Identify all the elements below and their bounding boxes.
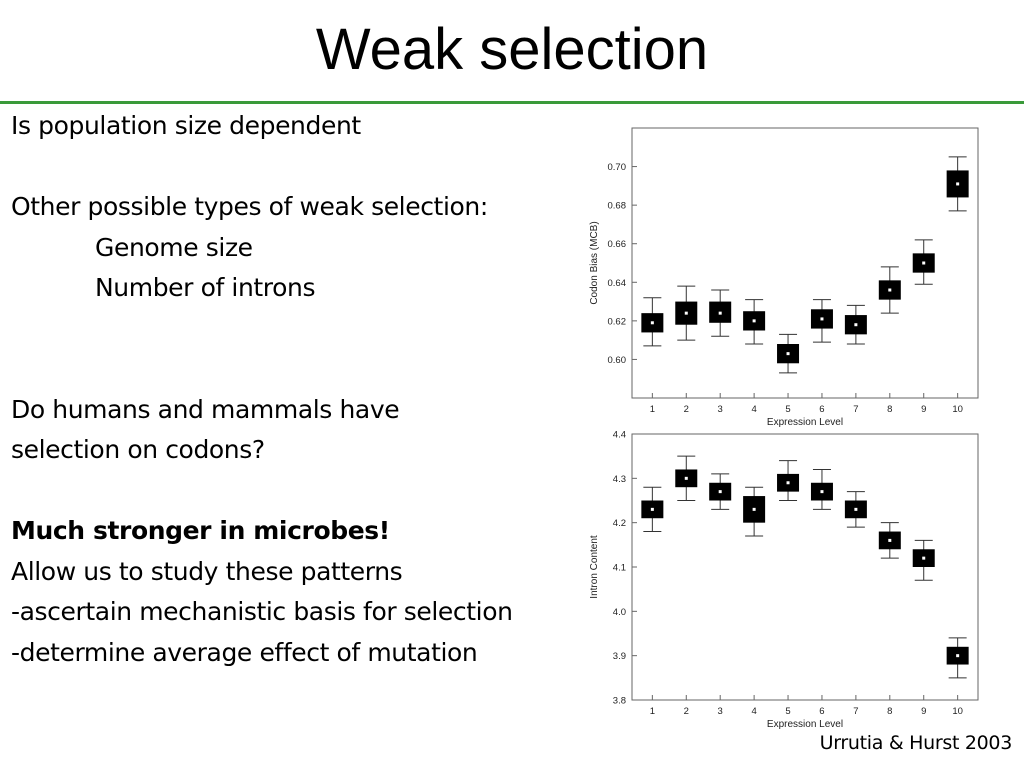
x-tick-label: 6 bbox=[819, 706, 824, 717]
y-tick-label: 4.3 bbox=[613, 474, 626, 485]
spacer bbox=[11, 309, 591, 350]
mean-marker bbox=[752, 507, 756, 511]
body-line-study: Allow us to study these patterns bbox=[11, 556, 403, 586]
body-line-mechanistic: -ascertain mechanistic basis for selecti… bbox=[11, 597, 513, 626]
x-axis-label: Expression Level bbox=[767, 417, 843, 428]
x-tick-label: 3 bbox=[718, 706, 723, 717]
mean-marker bbox=[922, 556, 926, 560]
x-axis-label: Expression Level bbox=[767, 719, 843, 730]
x-tick-label: 9 bbox=[921, 404, 926, 415]
y-tick-label: 0.70 bbox=[608, 162, 627, 173]
data-point-6 bbox=[810, 299, 833, 343]
x-tick-label: 8 bbox=[887, 404, 892, 415]
mean-marker bbox=[922, 261, 926, 265]
mean-marker bbox=[752, 319, 756, 323]
slide-title: Weak selection bbox=[315, 17, 709, 82]
charts-panel: 0.60 0.62 0.64 0.66 0.68 0.70 1 2 3 4 5 6 7 8 9 10 Expre… bbox=[580, 120, 1000, 740]
mean-marker bbox=[718, 311, 722, 315]
x-tick-label: 6 bbox=[819, 404, 824, 415]
y-tick-label: 4.4 bbox=[613, 430, 626, 441]
y-tick-label: 3.8 bbox=[613, 696, 626, 707]
x-tick-label: 5 bbox=[785, 404, 790, 415]
x-tick-label: 2 bbox=[684, 706, 689, 717]
x-tick-label: 1 bbox=[650, 404, 655, 415]
mean-marker bbox=[956, 654, 960, 658]
mean-marker bbox=[684, 476, 688, 480]
x-tick-label: 10 bbox=[952, 404, 963, 415]
data-point-3 bbox=[709, 473, 732, 510]
data-point-1 bbox=[641, 486, 664, 533]
x-tick-label: 7 bbox=[853, 404, 858, 415]
mean-marker bbox=[820, 317, 824, 321]
data-point-4 bbox=[743, 299, 766, 345]
data-point-7 bbox=[844, 491, 867, 528]
mean-marker bbox=[650, 321, 654, 325]
x-tick-label: 8 bbox=[887, 706, 892, 717]
data-point-7 bbox=[844, 304, 867, 345]
data-point-5 bbox=[777, 460, 800, 501]
y-tick-label: 4.1 bbox=[613, 563, 626, 574]
data-point-10 bbox=[946, 156, 969, 212]
spacer bbox=[11, 147, 591, 188]
spacer bbox=[11, 349, 591, 390]
mean-marker bbox=[718, 490, 722, 494]
mean-marker bbox=[888, 538, 892, 542]
x-tick-label: 4 bbox=[751, 404, 756, 415]
body-line-emphasis: Much stronger in microbes! bbox=[11, 516, 390, 545]
body-line-other-types: Other possible types of weak selection: bbox=[11, 192, 488, 221]
x-tick-label: 5 bbox=[785, 706, 790, 717]
data-point-6 bbox=[810, 468, 833, 510]
body-line-mutation: -determine average effect of mutation bbox=[11, 637, 478, 667]
data-point-3 bbox=[709, 289, 732, 337]
data-point-4 bbox=[743, 486, 766, 537]
data-point-1 bbox=[641, 297, 664, 347]
x-tick-label: 3 bbox=[718, 404, 723, 415]
mean-marker bbox=[786, 481, 790, 485]
x-tick-label: 10 bbox=[952, 706, 963, 717]
y-tick-label: 4.0 bbox=[613, 607, 626, 618]
x-tick-label: 2 bbox=[684, 404, 689, 415]
mean-marker bbox=[888, 288, 892, 292]
intron-content-chart: 3.8 3.9 4.0 4.1 4.2 4.3 4.4 1 2 3 4 5 6 7 8 9 10 Expressi… bbox=[589, 430, 979, 730]
body-line-codons: selection on codons? bbox=[11, 435, 265, 464]
mean-marker bbox=[956, 182, 960, 186]
codon-bias-chart: 0.60 0.62 0.64 0.66 0.68 0.70 1 2 3 4 5 6 7 8 9 10 Expre… bbox=[589, 127, 979, 428]
body-line-humans: Do humans and mammals have bbox=[11, 394, 400, 424]
citation: Urrutia & Hurst 2003 bbox=[819, 732, 1013, 754]
y-axis-label: Codon Bias (MCB) bbox=[589, 221, 600, 304]
y-tick-label: 4.2 bbox=[613, 518, 626, 529]
mean-marker bbox=[786, 352, 790, 356]
y-tick-label: 0.62 bbox=[608, 316, 627, 327]
data-point-2 bbox=[675, 285, 698, 341]
x-tick-label: 7 bbox=[853, 706, 858, 717]
bullet-number-of-introns: Number of introns bbox=[95, 273, 316, 302]
data-point-9 bbox=[912, 239, 935, 285]
y-tick-label: 0.64 bbox=[608, 278, 627, 289]
y-tick-label: 0.66 bbox=[608, 239, 627, 250]
mean-marker bbox=[684, 311, 688, 315]
y-tick-label: 0.68 bbox=[608, 201, 627, 212]
mean-marker bbox=[854, 507, 858, 511]
y-axis-label: Intron Content bbox=[589, 535, 600, 599]
slide-body: Is population size dependent Other possi… bbox=[11, 106, 591, 673]
data-point-2 bbox=[675, 455, 698, 501]
y-tick-label: 3.9 bbox=[613, 651, 626, 662]
mean-marker bbox=[854, 323, 858, 327]
data-point-5 bbox=[777, 333, 800, 374]
spacer bbox=[11, 471, 591, 512]
title-divider bbox=[0, 101, 1024, 104]
x-tick-label: 9 bbox=[921, 706, 926, 717]
data-point-9 bbox=[912, 539, 935, 581]
data-point-8 bbox=[878, 522, 901, 559]
x-tick-label: 4 bbox=[751, 706, 756, 717]
y-tick-label: 0.60 bbox=[608, 355, 627, 366]
data-point-10 bbox=[946, 637, 969, 679]
bullet-genome-size: Genome size bbox=[95, 232, 253, 262]
mean-marker bbox=[820, 490, 824, 494]
body-line-population: Is population size dependent bbox=[11, 111, 361, 140]
mean-marker bbox=[650, 507, 654, 511]
data-point-8 bbox=[878, 266, 901, 314]
x-tick-label: 1 bbox=[650, 706, 655, 717]
plot-frame bbox=[631, 127, 979, 399]
